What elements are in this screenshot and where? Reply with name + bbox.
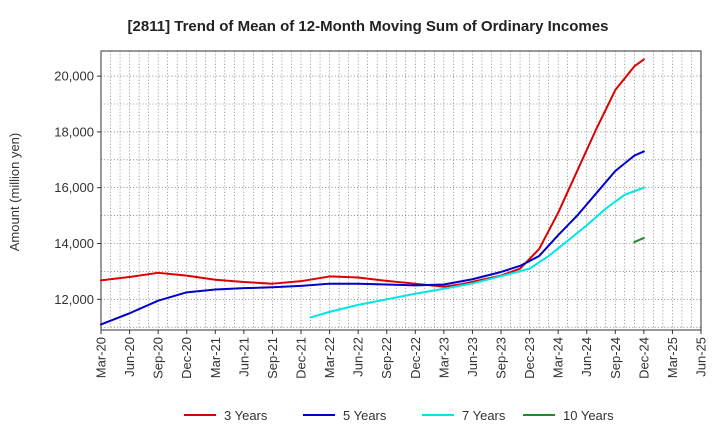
y-tick-label: 18,000 [54,124,94,139]
x-tick-label: Dec-20 [179,337,194,379]
x-tick-label: Jun-24 [579,337,594,377]
x-tick-label: Jun-21 [236,337,251,377]
grid-layer [101,51,701,330]
y-axis-title: Amount (million yen) [7,133,22,252]
legend: 3 Years 5 Years 7 Years 10 Years [184,408,614,423]
x-tick-label: Jun-25 [694,337,709,377]
series-line-3-years [100,58,645,288]
chart-title: [2811] Trend of Mean of 12-Month Moving … [128,18,609,35]
x-tick-label: Mar-24 [551,337,566,378]
x-tick-label: Mar-25 [665,337,680,378]
x-tick-label: Jun-20 [122,337,137,377]
legend-label: 7 Years [462,408,506,423]
axis-layer: 12,000 14,000 16,000 18,000 20,000 Mar-20 Jun-… [54,50,709,379]
series-line-10-years [633,236,645,244]
series-layer [100,58,645,326]
x-tick-label: Sep-23 [494,337,509,379]
x-tick-label: Jun-23 [465,337,480,377]
x-tick-label: Dec-22 [408,337,423,379]
x-tick-label: Sep-24 [608,337,623,379]
x-tick-label: Sep-22 [379,337,394,379]
legend-label: 3 Years [224,408,268,423]
x-tick-label: Mar-22 [322,337,337,378]
x-tick-label: Sep-21 [265,337,280,379]
series-line-5-years [100,150,645,326]
series-line-7-years [309,186,645,319]
x-tick-label: Mar-21 [208,337,223,378]
x-tick-label: Sep-20 [151,337,166,379]
y-tick-label: 20,000 [54,69,94,84]
plot-frame [100,50,702,331]
x-tick-label: Dec-24 [636,337,651,379]
x-tick-label: Mar-23 [436,337,451,378]
x-tick-label: Dec-21 [294,337,309,379]
legend-label: 10 Years [563,408,614,423]
y-tick-label: 16,000 [54,180,94,195]
x-tick-label: Dec-23 [522,337,537,379]
y-tick-label: 12,000 [54,292,94,307]
x-tick-label: Jun-22 [351,337,366,377]
x-tick-label: Mar-20 [94,337,109,378]
legend-label: 5 Years [343,408,387,423]
y-tick-label: 14,000 [54,236,94,251]
